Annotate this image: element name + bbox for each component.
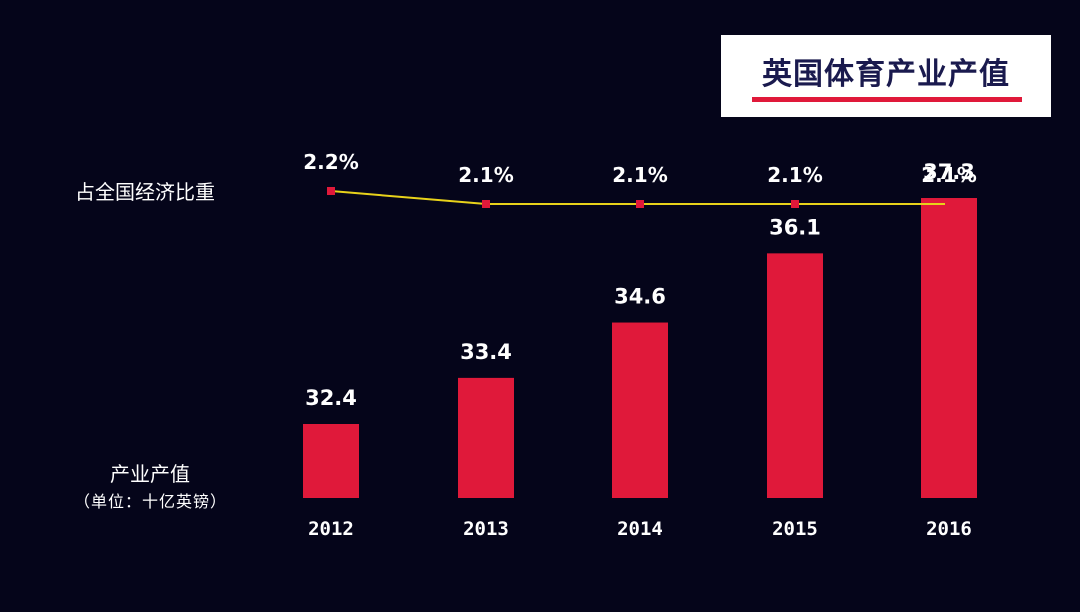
x-tick-label: 2012 (308, 518, 354, 540)
title-underline (752, 97, 1022, 102)
share-point (945, 200, 953, 208)
bar-2015 (767, 253, 823, 498)
share-value-label: 2.2% (303, 150, 358, 174)
share-value-label: 2.1% (767, 163, 822, 187)
bar-value-label: 33.4 (460, 340, 512, 364)
share-value-label: 2.1% (458, 163, 513, 187)
x-tick-label: 2015 (772, 518, 818, 540)
value-axis-label: 产业产值 (110, 462, 190, 486)
bar-2014 (612, 322, 668, 498)
share-point (327, 187, 335, 195)
share-axis-label: 占全国经济比重 (75, 180, 215, 204)
title-box: 英国体育产业产值 (721, 35, 1051, 117)
bar-value-label: 34.6 (614, 285, 666, 309)
share-value-label: 2.1% (612, 163, 667, 187)
bar-2012 (303, 424, 359, 498)
share-value-label: 2.1% (921, 163, 976, 187)
chart-title: 英国体育产业产值 (762, 57, 1010, 92)
bar-value-label: 37.3 (923, 160, 975, 184)
bar-2016 (921, 198, 977, 498)
unit-label: （单位：十亿英镑） (74, 492, 228, 511)
share-point (482, 200, 490, 208)
bar-value-label: 32.4 (305, 386, 357, 410)
x-tick-label: 2014 (617, 518, 663, 540)
bar-2013 (458, 377, 514, 498)
share-point (636, 200, 644, 208)
x-tick-label: 2013 (463, 518, 509, 540)
bar-value-label: 36.1 (769, 215, 821, 239)
share-point (791, 200, 799, 208)
x-tick-label: 2016 (926, 518, 972, 540)
